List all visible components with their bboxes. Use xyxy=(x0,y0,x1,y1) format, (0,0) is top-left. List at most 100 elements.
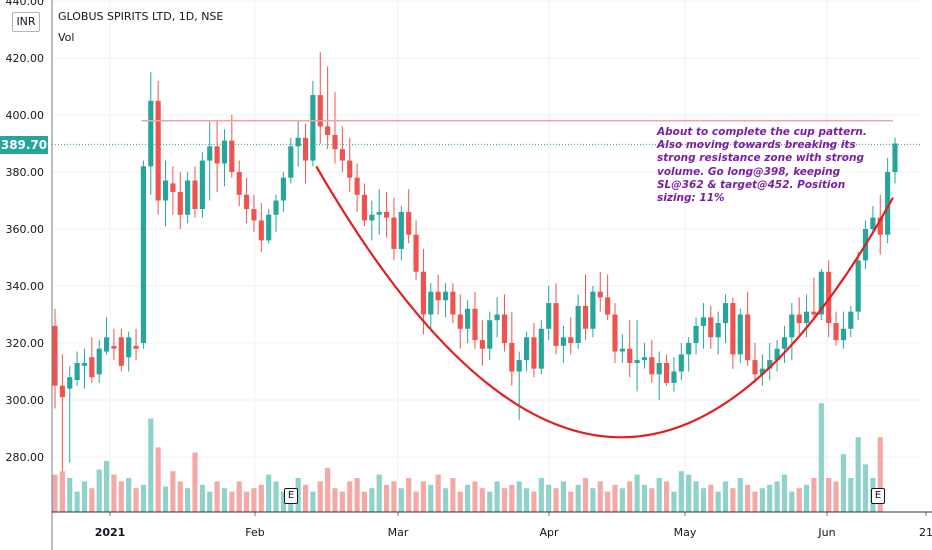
candle-body xyxy=(155,100,161,201)
candle-body xyxy=(391,217,397,249)
candle-body xyxy=(538,328,544,369)
volume-bar xyxy=(192,452,198,512)
volume-bar xyxy=(273,481,279,512)
candle-body xyxy=(833,323,839,341)
volume-bar xyxy=(479,488,485,512)
volume-bar xyxy=(457,491,463,512)
volume-bar xyxy=(649,488,655,512)
candle-body xyxy=(104,337,110,352)
candle-body xyxy=(767,360,773,369)
last-price-tag: 389.70 xyxy=(0,136,48,154)
candle-body xyxy=(148,100,154,167)
volume-bar xyxy=(686,474,692,512)
candle xyxy=(833,311,839,346)
candle-body xyxy=(236,172,242,195)
candle xyxy=(89,337,95,383)
volume-bar xyxy=(126,478,132,512)
candle xyxy=(472,291,478,349)
candle-body xyxy=(465,308,471,329)
candle-body xyxy=(442,291,449,301)
candle-body xyxy=(664,362,670,383)
x-tick-label: Apr xyxy=(539,526,559,539)
currency-label[interactable]: INR xyxy=(12,12,40,32)
candle-body xyxy=(229,140,235,172)
symbol-title: GLOBUS SPIRITS LTD, 1D, NSE xyxy=(58,10,224,23)
earnings-marker[interactable]: E xyxy=(284,488,298,504)
x-tick-label: Feb xyxy=(245,526,264,539)
candle-body xyxy=(516,360,522,372)
candle xyxy=(229,115,235,178)
candle-body xyxy=(354,177,360,195)
volume-bar xyxy=(796,488,802,512)
candle-body xyxy=(553,303,559,346)
volume-bar xyxy=(700,488,706,512)
volume-bar xyxy=(236,481,242,512)
volume-bar xyxy=(877,437,883,512)
candle xyxy=(236,160,242,207)
candle xyxy=(686,337,692,372)
candle-body xyxy=(811,311,817,315)
candle xyxy=(597,271,603,312)
candle-body xyxy=(384,211,390,218)
candle-body xyxy=(597,291,603,298)
candle xyxy=(185,172,191,224)
candles xyxy=(52,52,898,472)
candle xyxy=(634,320,640,392)
candle-body xyxy=(273,200,279,215)
candle xyxy=(74,351,80,386)
candle-body xyxy=(74,362,80,381)
candle-body xyxy=(369,214,375,221)
candle-body xyxy=(693,325,699,343)
volume-indicator-label[interactable]: Vol xyxy=(58,31,75,44)
volume-bar xyxy=(214,481,220,512)
volume-bar xyxy=(833,481,839,512)
candle xyxy=(855,251,861,321)
candle xyxy=(789,303,795,361)
candle-body xyxy=(708,317,714,338)
candle-body xyxy=(605,297,611,315)
candle xyxy=(244,177,250,224)
candle xyxy=(406,189,412,244)
candle xyxy=(877,194,883,255)
volume-bar xyxy=(162,486,169,512)
volume-bar xyxy=(693,481,699,512)
candle-body xyxy=(295,137,301,147)
earnings-marker[interactable]: E xyxy=(871,488,885,504)
volume-bar xyxy=(848,478,854,512)
x-tick-label: Jun xyxy=(817,526,835,539)
volume-bar xyxy=(111,474,117,512)
candle xyxy=(310,80,316,167)
candle-body xyxy=(376,211,382,215)
volume-bar xyxy=(435,474,441,512)
volume-bar xyxy=(524,488,530,512)
candle xyxy=(104,317,110,355)
candle-body xyxy=(892,143,898,172)
candle-body xyxy=(671,371,677,383)
volume-bar xyxy=(472,481,478,512)
volume-bar xyxy=(244,491,250,512)
candle-body xyxy=(126,337,132,358)
candle xyxy=(384,191,390,238)
candle-body xyxy=(524,337,530,361)
volume-bar xyxy=(391,481,397,512)
volume-bar xyxy=(678,471,684,512)
x-tick-label: 2021 xyxy=(95,526,126,539)
candle xyxy=(133,328,139,361)
candle xyxy=(148,72,154,195)
candle-body xyxy=(162,180,169,201)
candle-body xyxy=(325,126,331,135)
y-tick-label: 400.00 xyxy=(6,109,45,122)
candle-body xyxy=(435,291,441,301)
volume-bar xyxy=(59,471,65,512)
candle xyxy=(398,206,404,261)
candle-body xyxy=(546,303,552,329)
candle xyxy=(354,163,360,212)
volume-bar xyxy=(811,478,817,512)
candle xyxy=(730,297,736,369)
candle-body xyxy=(840,328,846,341)
volume-bar xyxy=(140,484,146,512)
volume-bar xyxy=(96,469,102,512)
candle-body xyxy=(133,345,139,349)
candle xyxy=(641,343,648,369)
